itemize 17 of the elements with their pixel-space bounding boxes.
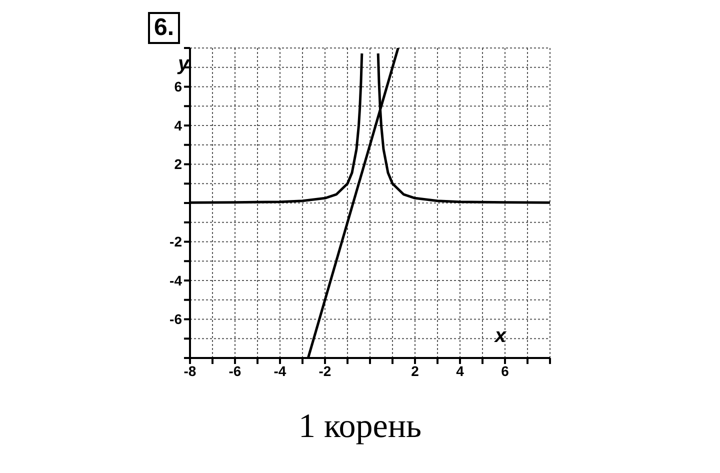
x-tick-label: 4	[456, 362, 464, 379]
y-tick-label: 6	[174, 78, 182, 95]
x-tick-label: -8	[184, 362, 196, 379]
y-tick-label: 4	[174, 117, 182, 134]
x-tick-label: 6	[501, 362, 510, 379]
text: 1 корень	[297, 408, 423, 446]
y-tick-label: -2	[170, 234, 182, 250]
y-tick-label: -4	[170, 272, 182, 288]
chart-title: 6.	[148, 12, 180, 44]
x-axis-title: x	[494, 325, 507, 347]
y-tick-label: -6	[170, 311, 182, 328]
x-tick-label: -2	[318, 362, 332, 379]
y-axis-title: y	[177, 53, 190, 76]
y-tick-label: 2	[174, 156, 182, 172]
x-tick-label: 2	[411, 362, 420, 379]
x-tick-label: -6	[228, 362, 242, 379]
x-tick-label: -4	[274, 362, 286, 379]
